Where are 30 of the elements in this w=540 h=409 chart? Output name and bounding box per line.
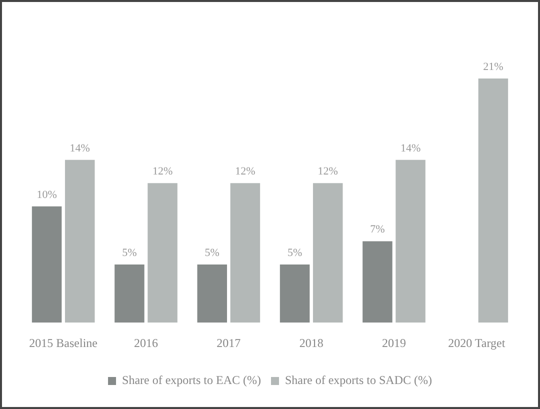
bar [362,241,392,323]
data-label: 21% [483,60,504,73]
data-label: 12% [318,166,338,178]
data-label: 7% [370,224,385,236]
bar [478,78,508,323]
data-label: 10% [36,188,57,201]
bar [230,183,260,323]
x-tick-label: 2019 [382,336,406,350]
bar [114,264,144,323]
x-tick-label: 2018 [299,336,324,350]
bar [280,264,310,323]
x-tick-label: 2020 Target [448,336,506,350]
data-label: 12% [152,166,173,178]
data-label: 5% [122,246,137,259]
bar [32,206,62,323]
x-tick-label: 2015 Baseline [29,336,98,350]
x-tick-label: 2017 [216,336,241,350]
bar [197,264,228,323]
data-label: 5% [204,246,220,259]
legend-label: Share of exports to SADC (%) [284,373,432,388]
x-tick-label: 2016 [134,336,158,350]
bar [312,183,343,323]
bar [148,183,178,323]
data-label: 12% [235,166,256,178]
data-label: 14% [70,142,90,154]
legend-label: Share of exports to EAC (%) [122,373,261,388]
bar [396,160,426,323]
bar [64,160,95,323]
data-label: 5% [287,246,302,259]
data-label: 14% [400,142,421,154]
